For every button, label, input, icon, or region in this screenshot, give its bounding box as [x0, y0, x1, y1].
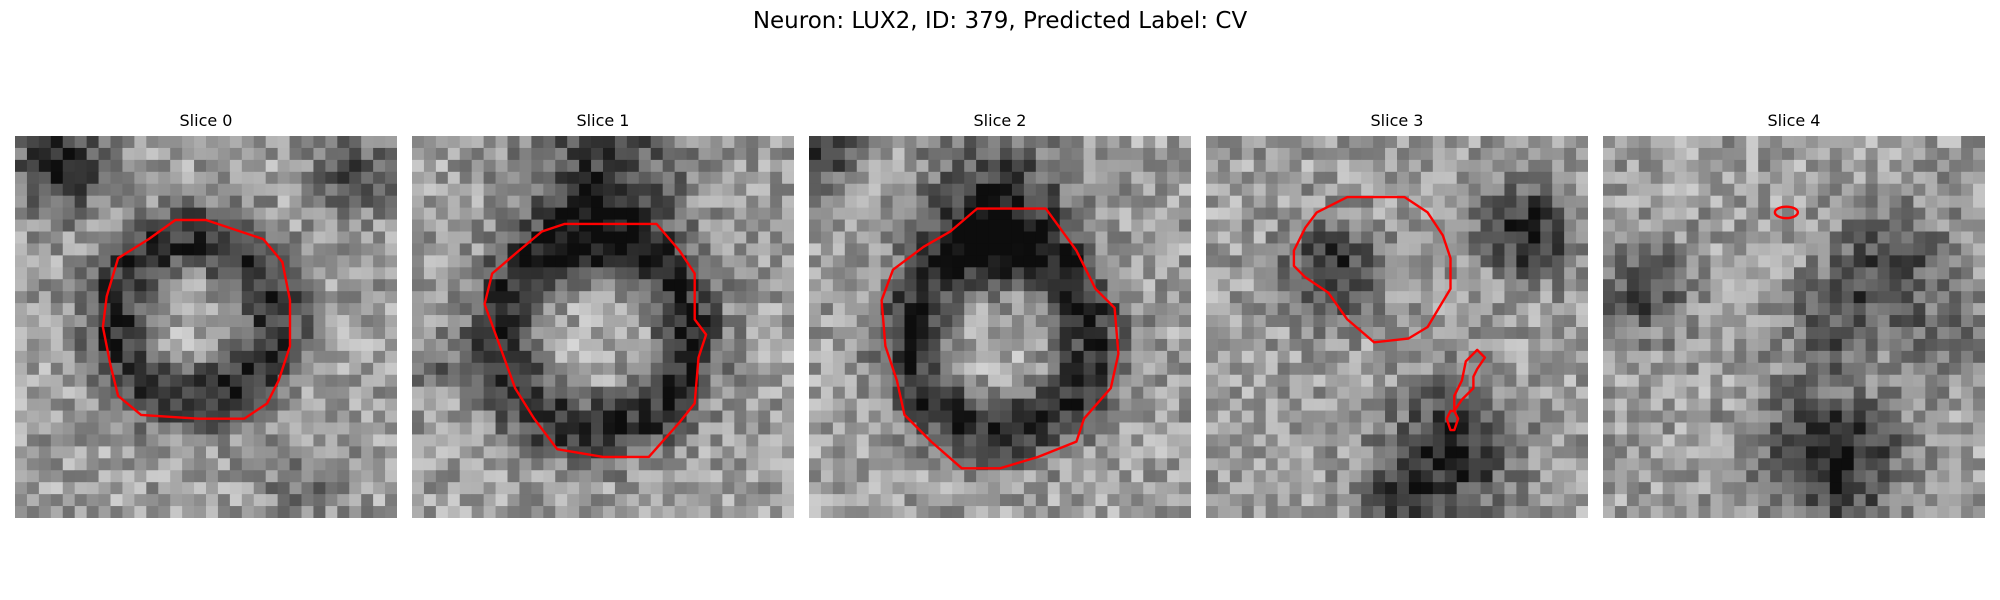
slice-image — [412, 136, 794, 518]
slice-panel-1: Slice 1 — [412, 110, 794, 518]
slice-title: Slice 3 — [1370, 111, 1424, 130]
mask-contour-fragment — [1453, 348, 1487, 413]
slice-title: Slice 2 — [973, 111, 1027, 130]
slice-image — [1603, 136, 1985, 518]
mask-contour — [101, 218, 292, 420]
slice-panel-0: Slice 0 — [15, 110, 397, 518]
mask-contour — [1773, 205, 1800, 220]
figure-title: Neuron: LUX2, ID: 379, Predicted Label: … — [752, 8, 1248, 34]
slice-panel-4: Slice 4 — [1603, 110, 1985, 518]
mask-contour — [483, 222, 708, 459]
slice-title: Slice 4 — [1767, 111, 1821, 130]
slice-panel-3: Slice 3 — [1206, 110, 1588, 518]
mask-contour — [1292, 195, 1452, 344]
mask-contour-fragment — [1445, 409, 1460, 432]
slice-panel-2: Slice 2 — [809, 110, 1191, 518]
slice-title: Slice 1 — [576, 111, 630, 130]
slice-image — [1206, 136, 1588, 518]
slice-title: Slice 0 — [179, 111, 233, 130]
slice-image — [15, 136, 397, 518]
slice-image — [809, 136, 1191, 518]
mask-contour — [880, 207, 1120, 470]
